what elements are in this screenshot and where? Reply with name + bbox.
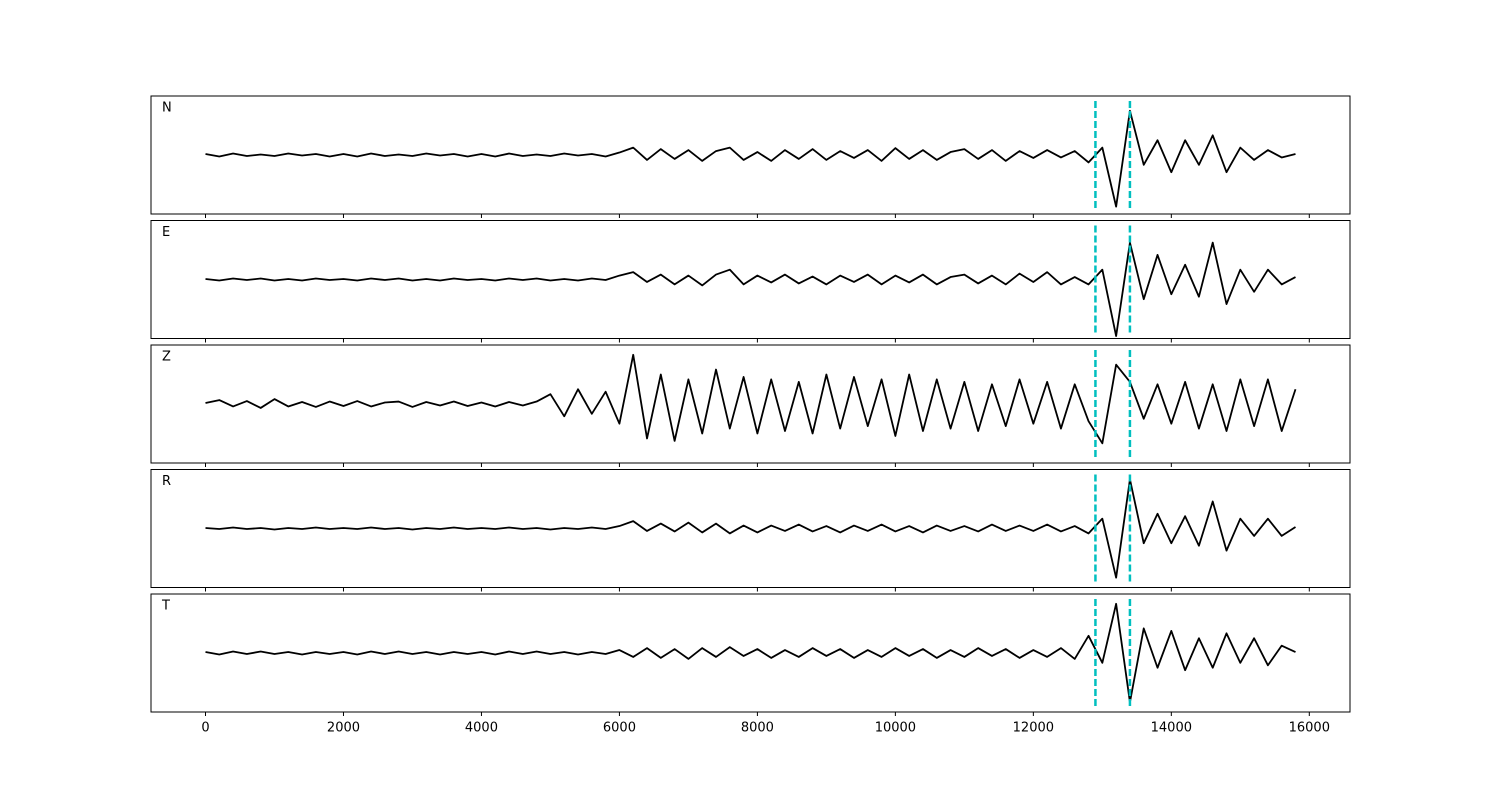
x-tick-label: 2000 [327,721,360,736]
waveform [205,602,1296,704]
x-tick-label: 4000 [465,721,498,736]
axes-frame [150,593,1351,713]
x-tick-label: 12000 [1013,721,1054,736]
waveform [205,241,1296,337]
x-tick-label: 8000 [741,721,774,736]
waveform [205,109,1296,208]
waveform [205,478,1296,579]
panel-label: T [161,599,170,614]
x-tick-label: 16000 [1289,721,1330,736]
x-tick-label: 0 [201,721,209,736]
axes-frame [150,469,1351,588]
panel-label: E [162,225,170,240]
axes-frame [150,344,1351,464]
panel-label: N [162,101,172,116]
panel-label: R [162,474,171,489]
waveform [205,353,1297,445]
axes-frame [150,95,1351,215]
panel-label: Z [162,350,171,365]
x-tick-label: 6000 [603,721,636,736]
x-tick-label: 10000 [875,721,916,736]
axes-frame [150,220,1351,339]
x-tick-label: 14000 [1151,721,1192,736]
